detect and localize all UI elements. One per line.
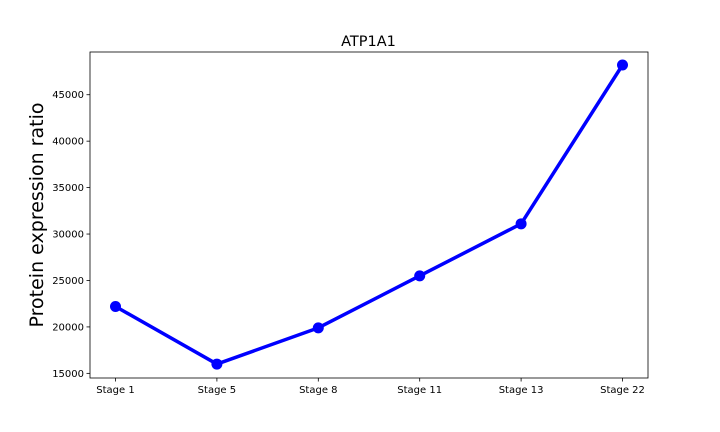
chart-title: ATP1A1 [341,34,396,50]
y-tick-label: 40000 [52,137,84,148]
data-point [515,218,527,230]
data-point [110,300,121,312]
y-tick-label: 30000 [52,230,84,241]
y-tick-label: 20000 [52,322,84,333]
y-axis: 15000 20000 25000 30000 35000 40000 45000 [52,90,90,380]
x-tick-label: Stage 11 [397,385,442,396]
series-layer [110,59,628,370]
y-tick-label: 35000 [52,183,84,194]
y-tick-label: 15000 [52,369,84,380]
y-tick-label: 25000 [52,276,84,287]
plot-area-frame [89,51,649,379]
x-tick-label: Stage 1 [96,385,134,396]
x-axis: Stage 1 Stage 5 Stage 8 Stage 11 Stage 13 Sta… [96,378,645,396]
x-tick-label: Stage 8 [299,385,337,396]
data-point [211,358,223,370]
y-axis-label: Protein expression ratio [26,103,48,328]
x-tick-label: Stage 5 [198,385,236,396]
x-tick-label: Stage 22 [600,385,645,396]
data-point [414,270,426,282]
data-point [617,59,628,71]
series-line [113,63,625,366]
x-tick-label: Stage 13 [499,385,544,396]
data-point [312,322,324,334]
y-tick-label: 45000 [52,90,84,101]
